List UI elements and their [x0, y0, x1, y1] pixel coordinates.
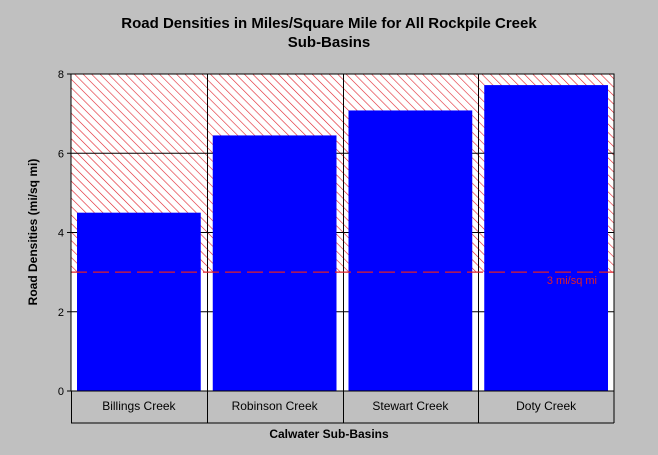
chart-title: Road Densities in Miles/Square Mile for …: [0, 14, 658, 52]
bar-stewart-creek: [348, 110, 473, 391]
bar-billings-creek: [77, 212, 201, 391]
y-tick-label: 2: [58, 307, 64, 319]
y-tick-label: 0: [58, 386, 64, 398]
x-axis-label: Calwater Sub-Basins: [269, 427, 389, 441]
y-tick-label: 4: [58, 228, 64, 240]
x-tick-label: Doty Creek: [516, 399, 577, 413]
x-tick-label: Stewart Creek: [372, 399, 449, 413]
x-tick-label: Robinson Creek: [232, 399, 319, 413]
y-tick-label: 8: [58, 69, 64, 81]
chart-title-line-1: Road Densities in Miles/Square Mile for …: [121, 15, 537, 32]
bar-robinson-creek: [212, 135, 337, 391]
chart-title-line-2: Sub-Basins: [287, 34, 371, 51]
threshold-label: 3 mi/sq mi: [547, 275, 597, 287]
bar-doty-creek: [484, 85, 608, 391]
y-tick-label: 6: [58, 148, 64, 160]
x-tick-label: Billings Creek: [102, 399, 176, 413]
